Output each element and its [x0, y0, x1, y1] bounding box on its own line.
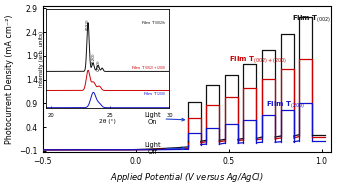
Text: Film T$_{(002)+(200)}$: Film T$_{(002)+(200)}$ [228, 54, 287, 65]
Text: Film T$_{(002)}$: Film T$_{(002)}$ [292, 13, 331, 24]
Text: Light
Off: Light Off [144, 142, 185, 155]
Text: Film T$_{(200)}$: Film T$_{(200)}$ [266, 99, 305, 110]
Text: Light
On: Light On [144, 112, 185, 125]
X-axis label: Applied Potential (V $versus$ Ag/AgCl): Applied Potential (V $versus$ Ag/AgCl) [110, 171, 264, 184]
Y-axis label: Photocurrent Density (mA cm⁻²): Photocurrent Density (mA cm⁻²) [5, 14, 14, 144]
